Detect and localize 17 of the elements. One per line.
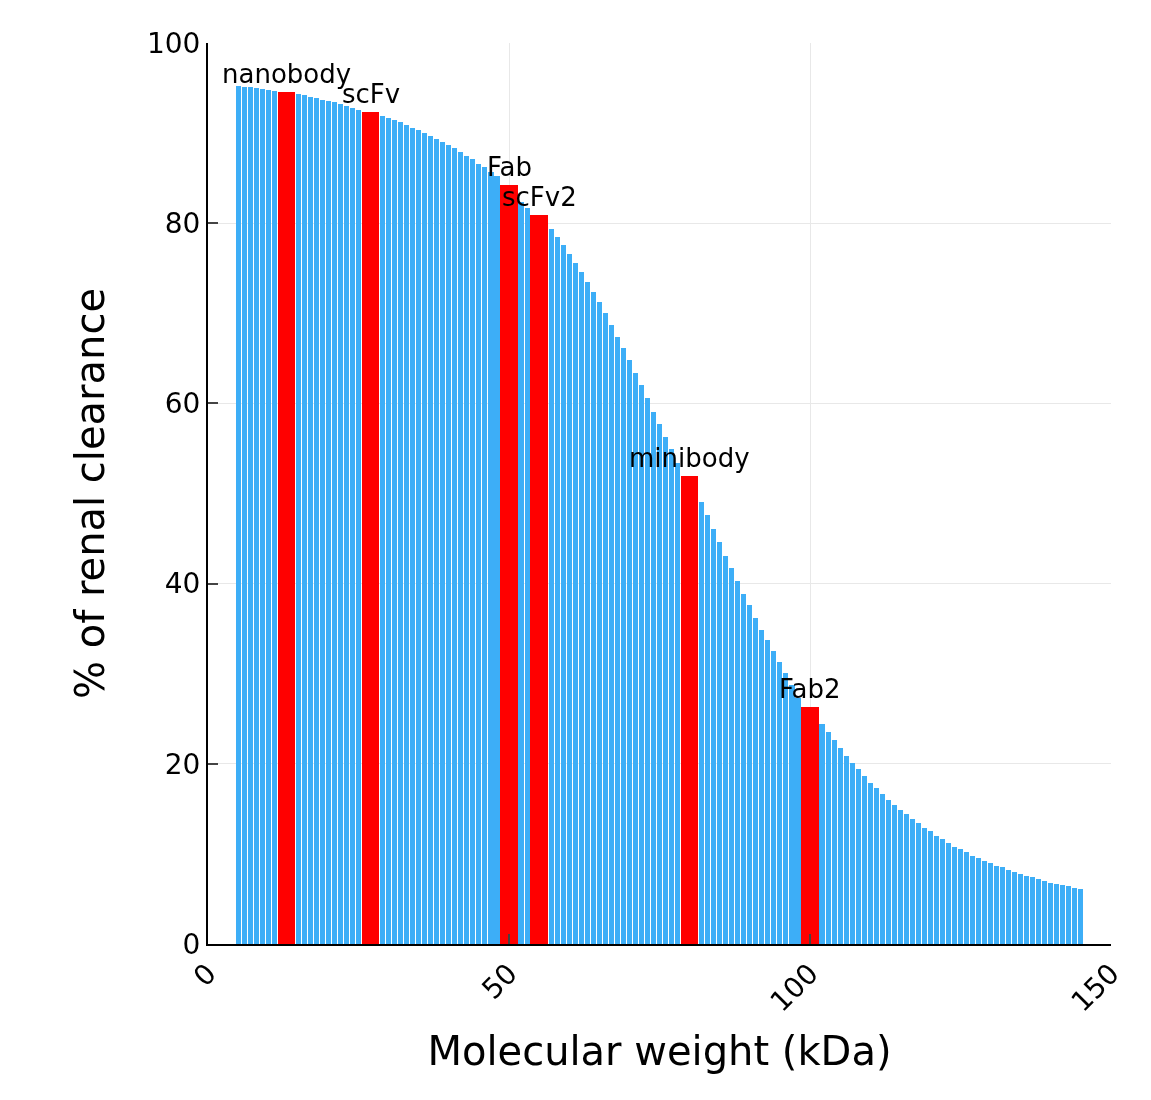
y-tick-label: 60	[164, 387, 201, 421]
y-tick-label: 100	[146, 26, 201, 60]
y-tick-label: 80	[164, 207, 201, 240]
annotation: Fab	[487, 152, 533, 182]
y-axis-title: % of renal clearance	[66, 288, 113, 699]
y-tick-label: 0	[182, 927, 201, 961]
y-tick-label: 20	[164, 747, 201, 781]
y-tick-label: 40	[164, 567, 201, 601]
bar	[362, 112, 379, 944]
bar	[278, 92, 295, 944]
x-tick-label: 100	[763, 957, 825, 1019]
x-tick-label: 150	[1064, 957, 1126, 1019]
bar	[801, 707, 819, 944]
x-axis-title: Molecular weight (kDa)	[427, 1028, 892, 1075]
bar	[530, 215, 548, 944]
x-tick-label: 50	[475, 957, 524, 1006]
bar	[681, 476, 698, 944]
